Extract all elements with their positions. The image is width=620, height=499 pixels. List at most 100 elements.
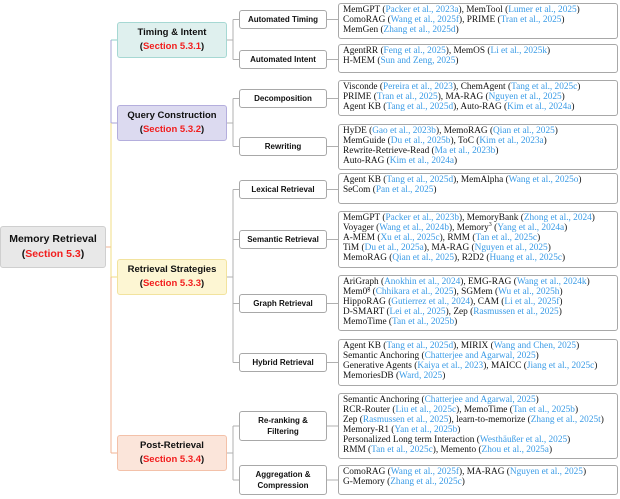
citation-link[interactable]: Yan et al., 2025b: [394, 425, 458, 436]
method-name: ChemAgent: [460, 82, 506, 92]
citation-link[interactable]: Wang et al., 2024b: [379, 223, 449, 234]
citation-link[interactable]: Rasmussen et al., 2025: [362, 415, 449, 426]
citation-link[interactable]: Wang et al., 2024k: [516, 277, 587, 287]
reference-line: MemGen (Zhang et al., 2025d): [343, 25, 459, 36]
method-name: AriGraph: [343, 277, 379, 287]
citation-link[interactable]: Tan et al., 2025c: [371, 445, 433, 456]
citation-link[interactable]: Chatterjee and Agarwal, 2025: [424, 351, 536, 362]
citation-link[interactable]: Huang et al., 2025c: [489, 253, 562, 264]
method-name: MIRIX: [460, 341, 489, 351]
citation-link[interactable]: Lei et al., 2025: [389, 307, 446, 318]
method-name: Memory: [456, 223, 489, 234]
citation-link[interactable]: Westhäußer et al., 2025: [479, 435, 568, 446]
citation-link[interactable]: Pan et al., 2025: [375, 185, 434, 196]
citation-link[interactable]: Wang and Chen, 2025: [493, 341, 577, 351]
citation-link[interactable]: Jiang et al., 2025c: [526, 361, 595, 372]
method-name: PRIME: [343, 92, 372, 103]
citation-link[interactable]: Anokhin et al., 2024: [384, 277, 461, 287]
citation-link[interactable]: Li et al., 2025k: [490, 46, 548, 56]
method-name: Personalized Long term Interaction: [343, 435, 475, 446]
subcategory-node: Automated Intent: [239, 50, 327, 69]
citation-link[interactable]: Qian et al., 2025: [493, 126, 555, 136]
reference-line: AriGraph (Anokhin et al., 2024), EMG-RAG…: [343, 277, 590, 287]
subcategory-node: Semantic Retrieval: [239, 230, 327, 249]
citation-link[interactable]: Tan et al., 2025c: [475, 233, 538, 244]
category-section: (Section 5.3.1): [139, 41, 205, 52]
citation-link[interactable]: Zhang et al., 2025c: [390, 477, 462, 488]
citation-link[interactable]: Kaiya et al., 2023: [417, 361, 484, 372]
citation-link[interactable]: Tang et al., 2025d: [386, 175, 454, 185]
method-name: EMG-RAG: [468, 277, 512, 287]
citation-link[interactable]: Yang et al., 2024a: [497, 223, 565, 234]
category-section-ref: Section 5.3.3: [142, 278, 202, 289]
citation-link[interactable]: Tang et al., 2025d: [386, 341, 454, 351]
reference-line: G-Memory (Zhang et al., 2025c): [343, 477, 465, 488]
category-title: Post-Retrieval: [140, 440, 204, 451]
method-name: Generative Agents: [343, 361, 412, 372]
method-name: MemoRAG: [443, 126, 488, 136]
citation-link[interactable]: Wang et al., 2025f: [390, 467, 459, 477]
subcategory-node: Re-ranking & Filtering: [239, 411, 327, 441]
citation-link[interactable]: Kim et al., 2024a: [507, 102, 572, 113]
citation-link[interactable]: Packer et al., 2023b: [385, 213, 460, 223]
reference-line: Agent KB (Tang et al., 2025d), Auto-RAG …: [343, 102, 575, 113]
citation-link[interactable]: Gao et al., 2023b: [372, 126, 436, 136]
citation-link[interactable]: Zhang et al., 2025d: [383, 25, 456, 36]
citation-link[interactable]: Lumer et al., 2025: [508, 5, 577, 15]
citation-link[interactable]: Kim et al., 2023a: [479, 136, 544, 147]
citation-link[interactable]: Kim et al., 2024a: [389, 156, 455, 167]
citation-link[interactable]: Liu et al., 2025c: [395, 405, 457, 416]
citation-link[interactable]: Ma et al., 2023b: [434, 146, 496, 157]
citation-link[interactable]: Li et al., 2025f: [504, 297, 560, 308]
citation-link[interactable]: Nguyen et al., 2025: [488, 92, 562, 103]
citation-link[interactable]: Tan et al., 2025b: [392, 317, 455, 328]
category-section: (Section 5.3.2): [139, 124, 205, 135]
citation-link[interactable]: Ward, 2025: [399, 371, 443, 382]
citation-link[interactable]: Qian et al., 2025: [392, 253, 455, 264]
citation-link[interactable]: Gutierrez et al., 2024: [391, 297, 471, 308]
citation-link[interactable]: Du et al., 2025b: [390, 136, 451, 147]
citation-link[interactable]: Rasmussen et al., 2025: [473, 307, 559, 318]
reference-line: A-MEM (Xu et al., 2025c), RMM (Tan et al…: [343, 233, 541, 244]
reference-line: HippoRAG (Gutierrez et al., 2024), CAM (…: [343, 297, 563, 308]
citation-link[interactable]: Tang et al., 2025d: [386, 102, 454, 113]
citation-link[interactable]: Tan et al., 2025b: [512, 405, 575, 416]
citation-link[interactable]: Nguyen et al., 2025: [474, 243, 548, 254]
citation-link[interactable]: Wang et al., 2025o: [508, 175, 579, 185]
citation-link[interactable]: Nguyen et al., 2025: [509, 467, 583, 477]
category-section-ref: Section 5.3.4: [142, 454, 202, 465]
method-name: MemAlpha: [460, 175, 504, 185]
method-name: CAM: [477, 297, 499, 308]
reference-line: MemoRAG (Qian et al., 2025), R2D2 (Huang…: [343, 253, 566, 264]
method-name: HyDE: [343, 126, 367, 136]
citation-link[interactable]: Feng et al., 2025: [383, 46, 446, 56]
subcategory-label: Lexical Retrieval: [251, 185, 315, 194]
citation-link[interactable]: Zhou et al., 2025a: [481, 445, 549, 456]
citation-link[interactable]: Tang et al., 2025c: [511, 82, 578, 92]
subcategory-node: Rewriting: [239, 137, 327, 156]
method-name: A-MEM: [343, 233, 376, 244]
method-name: MemoryBank: [466, 213, 519, 223]
method-name: Auto-RAG: [460, 102, 502, 113]
citation-link[interactable]: Du et al., 2025a: [364, 243, 424, 254]
reference-list: Visconde (Pereira et al., 2023), ChemAge…: [338, 80, 618, 116]
root-title: Memory Retrieval: [9, 233, 97, 245]
citation-link[interactable]: Zhang et al., 2025t: [530, 415, 601, 426]
citation-link[interactable]: Wang et al., 2025f: [390, 15, 459, 26]
citation-link[interactable]: Wu et al., 2025h: [498, 287, 560, 298]
citation-link[interactable]: Xu et al., 2025c: [380, 233, 440, 244]
subcategory-node: Decomposition: [239, 89, 327, 108]
citation-link[interactable]: Sun and Zeng, 2025: [380, 56, 456, 67]
citation-link[interactable]: Tran et al., 2025: [376, 92, 438, 103]
citation-link[interactable]: Chhikara et al., 2025: [375, 287, 454, 298]
method-name: RMM: [343, 445, 366, 456]
citation-link[interactable]: Pereira et al., 2023: [382, 82, 453, 92]
citation-link[interactable]: Zhong et al., 2024: [523, 213, 592, 223]
citation-link[interactable]: Chatterjee and Agarwal, 2025: [424, 395, 536, 405]
method-name: MemoRAG: [343, 253, 387, 264]
citation-link[interactable]: Tran et al., 2025: [500, 15, 562, 26]
subcategory-node: Automated Timing: [239, 10, 327, 29]
reference-line: Generative Agents (Kaiya et al., 2023), …: [343, 361, 598, 372]
citation-link[interactable]: Packer et al., 2023a: [385, 5, 459, 15]
